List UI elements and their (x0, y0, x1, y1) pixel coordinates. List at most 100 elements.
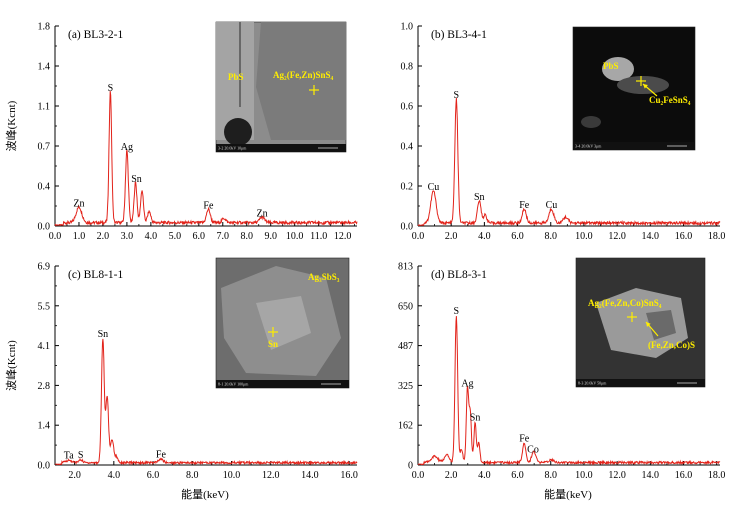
y-tick-label: 0.2 (401, 182, 414, 193)
x-tick-label: 6.0 (147, 470, 160, 481)
panel-title: (b) BL3-4-1 (431, 29, 487, 41)
x-tick-label: 8.0 (544, 231, 557, 242)
y-tick-label: 1.4 (38, 62, 51, 73)
arrow-icon (643, 84, 648, 89)
peak-label: Fe (156, 450, 167, 461)
sem-inset-image: 3-2 20.0kV 10μm PbS Ag₂(Fe,Zn)SnS₄ (215, 21, 347, 153)
spectrum-line (417, 316, 721, 466)
y-tick-label: 813 (398, 262, 413, 273)
y-tick-label: 0.0 (38, 461, 51, 472)
y-tick-label: 1.4 (38, 421, 51, 432)
x-tick-label: 14.0 (642, 231, 660, 242)
grain-region (581, 116, 601, 128)
peak-label: S (454, 90, 460, 101)
peak-label: Cu (428, 182, 440, 193)
inset-footer-bar (216, 380, 349, 388)
chart-panel-4: 0.0 2.0 4.0 6.0 8.0 10.0 12.0 14.0 16.0 18.0 0 162 3… (398, 257, 726, 481)
spectrum-line (55, 338, 358, 466)
x-axis-label: 能量(keV) (181, 487, 229, 501)
x-tick-label: 4.0 (108, 470, 121, 481)
y-tick-label: 5.5 (38, 301, 51, 312)
x-tick-label: 6.0 (511, 470, 524, 481)
x-tick-label: 11.0 (310, 231, 327, 242)
grain-region (646, 310, 676, 340)
inset-footer-text: 3-4 20.0kV 3μm (575, 144, 602, 149)
inset-footer-text: 8-3 20.0kV 50μm (578, 381, 607, 386)
x-tick-label: 1.0 (73, 231, 86, 242)
panel-title: (a) BL3-2-1 (68, 29, 123, 41)
x-tick-label: 16.0 (675, 470, 693, 481)
spectrum-line (417, 97, 721, 227)
y-tick-label: 2.8 (38, 381, 51, 392)
x-tick-label: 4.0 (478, 231, 491, 242)
y-tick-label: 0.4 (401, 142, 414, 153)
inset-footer-bar (216, 144, 346, 152)
inset-footer-text: 3-2 20.0kV 10μm (218, 146, 247, 151)
grain-region (256, 22, 346, 140)
y-tick-label: 0 (408, 461, 413, 472)
x-tick-label: 8.0 (240, 231, 253, 242)
x-tick-label: 2.0 (97, 231, 110, 242)
inset-footer-bar (576, 379, 705, 387)
chart-panel-1: 0.0 1.0 2.0 3.0 4.0 5.0 6.0 7.0 8.0 9.0 10.0 11.0 12… (5, 21, 358, 242)
peak-label: S (108, 83, 114, 94)
grain-region (256, 296, 311, 350)
x-tick-label: 10.0 (223, 470, 241, 481)
sem-inset-image: 3-4 20.0kV 3μm PbS Cu₂FeSnS₄ (572, 26, 696, 151)
panel-title: (c) BL8-1-1 (68, 269, 123, 281)
x-tick-label: 4.0 (478, 470, 491, 481)
grain-region (602, 57, 634, 81)
x-tick-label: 12.0 (608, 470, 626, 481)
peak-label: Co (527, 444, 539, 455)
x-tick-label: 4.0 (145, 231, 158, 242)
spectrum-line (54, 90, 358, 227)
y-axis-label: 波峰(Kcnt) (5, 340, 18, 391)
x-tick-label: 0.0 (49, 231, 62, 242)
y-tick-label: 325 (398, 381, 413, 392)
x-tick-label: 8.0 (186, 470, 199, 481)
x-tick-label: 9.0 (264, 231, 277, 242)
grain-region (596, 288, 688, 358)
inset-mineral-label: PbS (228, 72, 244, 82)
peak-label: Sn (474, 192, 485, 203)
peak-label: Zn (73, 198, 84, 209)
x-tick-label: 10.0 (286, 231, 304, 242)
x-tick-label: 0.0 (412, 470, 425, 481)
x-tick-label: 0.0 (412, 231, 425, 242)
x-tick-label: 14.0 (642, 470, 660, 481)
x-tick-label: 5.0 (169, 231, 182, 242)
x-tick-label: 6.0 (193, 231, 206, 242)
y-tick-label: 0.4 (38, 182, 51, 193)
y-tick-label: 650 (398, 301, 413, 312)
x-tick-label: 12.0 (608, 231, 626, 242)
y-tick-label: 6.9 (38, 262, 51, 273)
inset-mineral-label: PbS (603, 61, 619, 71)
peak-label: Cu (546, 200, 558, 211)
y-tick-label: 0.6 (401, 102, 414, 113)
inset-footer-bar (573, 142, 695, 150)
x-tick-label: 12.0 (262, 470, 280, 481)
peak-label: Sn (470, 413, 481, 424)
x-tick-label: 6.0 (511, 231, 524, 242)
sem-inset-image: 8-1 20.0kV 100μm Ag₃SbS₃ Sn (215, 257, 350, 389)
x-tick-label: 18.0 (708, 470, 726, 481)
y-tick-label: 1.8 (38, 22, 51, 33)
sem-inset-image: 8-3 20.0kV 50μm Ag₂(Fe,Zn,Co)SnS₄ (Fe,Zn,C… (575, 257, 706, 388)
peak-label: S (454, 306, 460, 317)
x-tick-label: 7.0 (217, 231, 230, 242)
x-tick-label: 18.0 (708, 231, 726, 242)
arrow-icon (646, 322, 651, 327)
peak-label: Ag (121, 142, 133, 153)
chart-panel-3: 2.0 4.0 6.0 8.0 10.0 12.0 14.0 16.0 0.0 1.4 2.8 4.1… (5, 257, 358, 481)
peak-label: Ta (64, 451, 74, 462)
y-tick-label: 0.7 (38, 142, 51, 153)
peak-label: Ag (461, 378, 473, 389)
y-tick-label: 1.1 (38, 102, 51, 113)
peak-label: Fe (519, 433, 530, 444)
inset-mineral-label: Ag₂(Fe,Zn,Co)SnS₄ (588, 298, 662, 308)
y-tick-label: 0.0 (38, 222, 51, 233)
x-tick-label: 10.0 (575, 231, 593, 242)
peak-label: S (78, 450, 84, 461)
x-tick-label: 16.0 (340, 470, 358, 481)
